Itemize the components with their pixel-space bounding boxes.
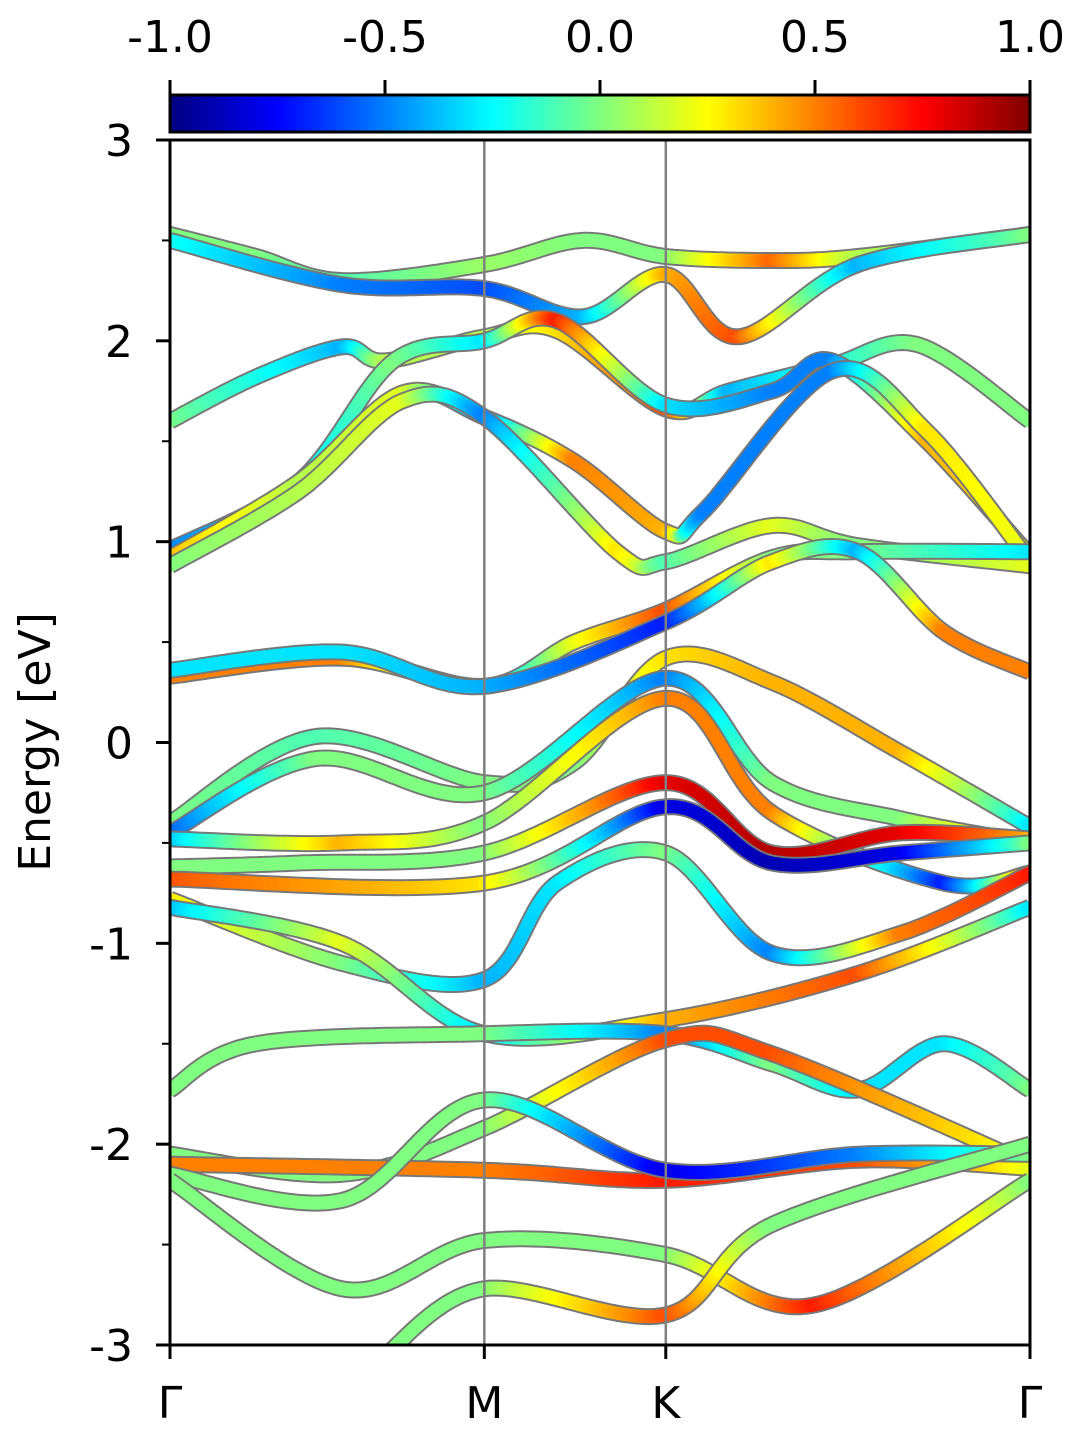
- band-series: [170, 841, 1030, 993]
- colorbar: -1.0 -0.5 0.0 0.5 1.0: [127, 12, 1065, 134]
- band-segment: [388, 1352, 390, 1353]
- bands: [170, 225, 1030, 1355]
- band-segment: [385, 1354, 386, 1355]
- colorbar-tick-label: -1.0: [127, 12, 213, 63]
- kpoint-lines: [483, 140, 668, 1345]
- band-segment: [386, 1353, 388, 1354]
- band-series: [170, 226, 1030, 346]
- band-series: [170, 798, 1030, 897]
- band-segment: [387, 1340, 402, 1345]
- colorbar-ticks: -1.0 -0.5 0.0 0.5 1.0: [127, 12, 1065, 95]
- colorbar-tick-label: 1.0: [995, 12, 1065, 63]
- band-series: [384, 1136, 1030, 1355]
- y-tick-label: 2: [105, 317, 133, 368]
- colorbar-tick-label: -0.5: [342, 12, 428, 63]
- band-series: [170, 1022, 1030, 1099]
- band-series: [170, 1091, 1030, 1212]
- colorbar-tick-label: 0.0: [565, 12, 635, 63]
- colorbar-gradient: [168, 93, 1032, 134]
- band-segment: [387, 1342, 399, 1345]
- y-tick-label: 3: [105, 116, 133, 167]
- colorbar-tick-label: 0.5: [780, 12, 850, 63]
- band-series: [170, 538, 1030, 696]
- band-segment: [387, 1343, 396, 1345]
- band-series: [170, 542, 1030, 695]
